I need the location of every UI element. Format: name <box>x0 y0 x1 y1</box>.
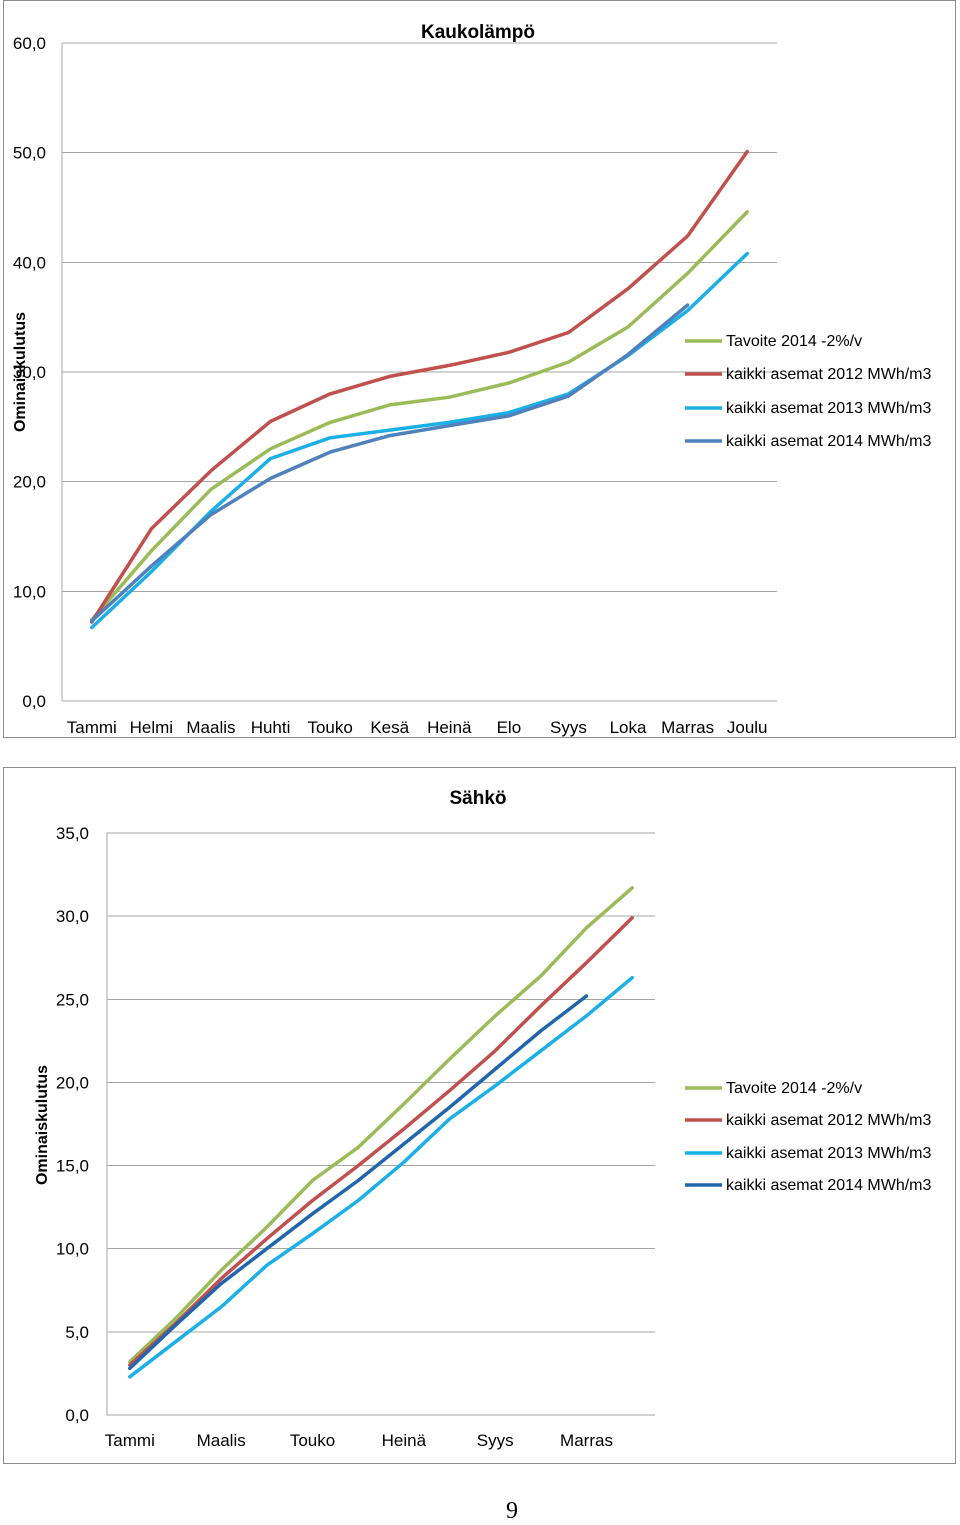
y-tick-label: 30,0 <box>13 363 46 382</box>
x-tick-label: Huhti <box>251 718 291 737</box>
legend-label: kaikki asemat 2014 MWh/m3 <box>726 433 932 450</box>
y-tick-label: 30,0 <box>56 907 89 926</box>
y-tick-label: 10,0 <box>56 1240 89 1259</box>
x-tick-label: Marras <box>661 718 714 737</box>
chart-kaukolampo: 0,0 10,0 20,0 30,0 40,0 50,0 60,0 Tammi Helmi Ma… <box>3 0 956 738</box>
legend-entry: kaikki asemat 2013 MWh/m3 <box>685 400 932 417</box>
x-tick-label: Tammi <box>105 1431 155 1450</box>
legend-label: kaikki asemat 2012 MWh/m3 <box>726 1112 932 1129</box>
series-line-kaikki-asemat-2013-mwh-m3 <box>128 975 634 1379</box>
x-tick-label: Helmi <box>130 718 173 737</box>
page-number: 9 <box>506 1498 518 1524</box>
y-tick-label: 0,0 <box>22 692 46 711</box>
y-tick-label: 40,0 <box>13 253 46 272</box>
gridlines <box>61 42 777 702</box>
legend-entry: kaikki asemat 2014 MWh/m3 <box>685 433 932 450</box>
legend-entry: kaikki asemat 2012 MWh/m3 <box>685 1112 932 1129</box>
x-tick-label: Syys <box>550 718 587 737</box>
chart-title: Kaukolämpö <box>421 22 535 43</box>
legend-label: kaikki asemat 2013 MWh/m3 <box>726 400 932 417</box>
chart-title: Sähkö <box>449 788 506 809</box>
x-tick-labels: Tammi Helmi Maalis Huhti Touko Kesä Heinä Elo Sy… <box>67 718 768 737</box>
y-tick-label: 0,0 <box>65 1406 89 1425</box>
y-tick-label: 60,0 <box>13 34 46 53</box>
x-tick-label: Loka <box>610 718 647 737</box>
chart-kaukolampo-canvas: 0,0 10,0 20,0 30,0 40,0 50,0 60,0 Tammi Helmi Ma… <box>12 22 932 737</box>
series-lines <box>90 149 749 630</box>
y-tick-label: 20,0 <box>56 1073 89 1092</box>
y-tick-label: 25,0 <box>56 990 89 1009</box>
chart-sahko-canvas: 0,0 5,0 10,0 15,0 20,0 25,0 30,0 35,0 Tammi Maal… <box>34 788 932 1450</box>
gridlines <box>106 832 655 1416</box>
x-tick-label: Heinä <box>382 1431 427 1450</box>
series-line-tavoite-2014-2-v <box>128 886 634 1364</box>
series-line-kaikki-asemat-2012-mwh-m3 <box>128 916 634 1367</box>
y-axis-title: Ominaiskulutus <box>34 1065 51 1185</box>
legend-entry: kaikki asemat 2012 MWh/m3 <box>685 366 932 383</box>
series-line-kaikki-asemat-2014-mwh-m3 <box>128 994 589 1371</box>
x-tick-label: Marras <box>560 1431 613 1450</box>
y-tick-label: 35,0 <box>56 824 89 843</box>
chart-sahko: 0,0 5,0 10,0 15,0 20,0 25,0 30,0 35,0 Tammi Maal… <box>3 767 956 1464</box>
legend: Tavoite 2014 -2%/v kaikki asemat 2012 MWh… <box>685 333 932 450</box>
x-tick-label: Joulu <box>727 718 768 737</box>
x-tick-label: Syys <box>477 1431 514 1450</box>
legend-entry: Tavoite 2014 -2%/v <box>685 1080 862 1097</box>
legend-label: kaikki asemat 2014 MWh/m3 <box>726 1177 932 1194</box>
legend-entry: kaikki asemat 2014 MWh/m3 <box>685 1177 932 1194</box>
series-line-kaikki-asemat-2014-mwh-m3 <box>90 303 690 623</box>
series-line-tavoite-2014-2-v <box>90 210 749 622</box>
legend-label: kaikki asemat 2012 MWh/m3 <box>726 366 932 383</box>
series-line-kaikki-asemat-2012-mwh-m3 <box>90 149 749 624</box>
y-tick-label: 15,0 <box>56 1157 89 1176</box>
y-tick-labels: 0,0 5,0 10,0 15,0 20,0 25,0 30,0 35,0 <box>56 824 89 1425</box>
x-tick-labels: Tammi Maalis Touko Heinä Syys Marras <box>105 1431 613 1450</box>
legend-entry: Tavoite 2014 -2%/v <box>685 333 862 350</box>
x-tick-label: Heinä <box>427 718 472 737</box>
legend-label: Tavoite 2014 -2%/v <box>726 333 862 350</box>
y-axis-title: Ominaiskulutus <box>12 312 29 432</box>
x-tick-label: Touko <box>290 1431 335 1450</box>
legend: Tavoite 2014 -2%/v kaikki asemat 2012 MWh… <box>685 1080 932 1194</box>
x-tick-label: Maalis <box>186 718 235 737</box>
legend-label: kaikki asemat 2013 MWh/m3 <box>726 1145 932 1162</box>
x-tick-label: Tammi <box>67 718 117 737</box>
legend-label: Tavoite 2014 -2%/v <box>726 1080 862 1097</box>
x-tick-label: Maalis <box>197 1431 246 1450</box>
y-tick-label: 5,0 <box>65 1323 89 1342</box>
y-tick-label: 20,0 <box>13 473 46 492</box>
x-tick-label: Touko <box>307 718 352 737</box>
y-tick-labels: 0,0 10,0 20,0 30,0 40,0 50,0 60,0 <box>13 34 46 711</box>
y-tick-label: 10,0 <box>13 582 46 601</box>
series-lines <box>128 886 634 1379</box>
x-tick-label: Elo <box>497 718 522 737</box>
y-tick-label: 50,0 <box>13 144 46 163</box>
legend-entry: kaikki asemat 2013 MWh/m3 <box>685 1145 932 1162</box>
x-tick-label: Kesä <box>370 718 409 737</box>
